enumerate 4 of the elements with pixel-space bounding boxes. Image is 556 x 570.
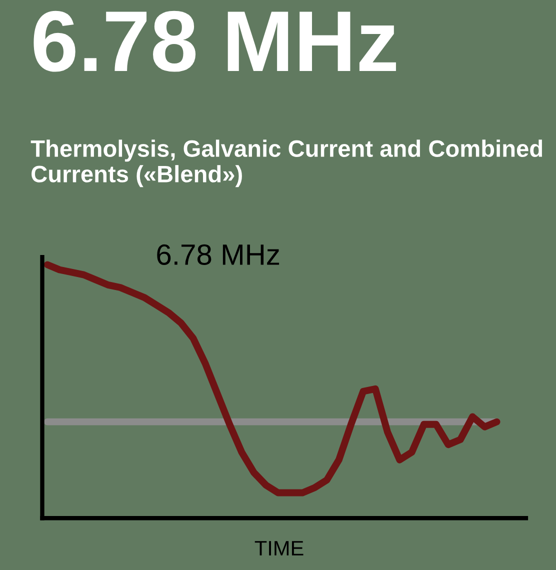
chart-subtitle: Thermolysis, Galvanic Current and Combined Currents («Blend»)	[30, 140, 542, 188]
annotation: 6.78 MHz	[157, 244, 280, 265]
x-axis-title: TIME	[254, 541, 304, 556]
chart-title: 6.78 MHz	[34, 10, 396, 72]
